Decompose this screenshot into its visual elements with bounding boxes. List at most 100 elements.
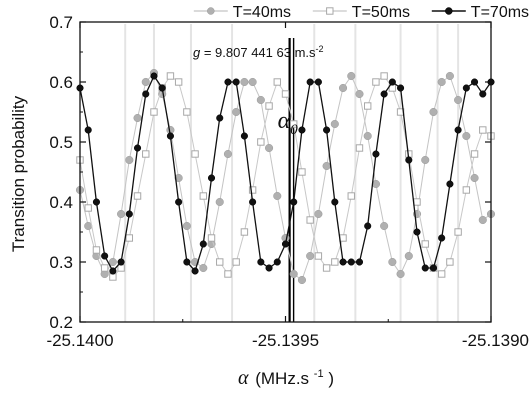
data-point	[429, 264, 438, 272]
legend-marker	[445, 7, 453, 15]
data-point	[437, 77, 446, 87]
data-point	[306, 216, 314, 224]
data-point	[330, 119, 339, 129]
data-point	[199, 263, 208, 273]
data-point	[183, 258, 191, 266]
x-axis-title-exponent: -1	[314, 368, 324, 380]
data-point	[421, 240, 429, 248]
data-point	[117, 264, 125, 272]
y-tick-label: 0.5	[49, 133, 73, 152]
data-point	[437, 270, 446, 278]
data-point	[183, 108, 191, 116]
data-point	[257, 138, 265, 146]
data-point	[421, 264, 429, 272]
data-point	[355, 89, 364, 99]
gravity-annotation: g = 9.807 441 63 m.s-2	[193, 44, 324, 60]
data-point	[216, 258, 224, 266]
data-point	[347, 71, 356, 81]
legend-item-T=50ms: T=50ms	[312, 4, 410, 21]
data-point	[364, 102, 372, 110]
data-point	[273, 258, 281, 266]
data-point	[100, 264, 109, 272]
data-point	[232, 78, 240, 86]
data-point	[166, 132, 174, 140]
data-point	[306, 78, 314, 86]
data-point	[470, 173, 479, 183]
data-point	[479, 90, 487, 98]
data-point	[281, 90, 290, 98]
data-point	[224, 78, 232, 86]
data-point	[380, 72, 388, 80]
series-T=70ms	[76, 72, 495, 275]
data-point	[454, 95, 463, 105]
data-point	[125, 155, 134, 165]
data-point	[207, 234, 216, 242]
data-point	[125, 234, 134, 242]
data-point	[174, 78, 183, 86]
y-tick-label: 0.4	[49, 193, 73, 212]
data-point	[273, 78, 281, 86]
x-tick-label: -25.1390	[462, 331, 529, 350]
data-point	[363, 131, 372, 141]
data-point	[133, 192, 142, 200]
legend-label: T=40ms	[233, 4, 291, 21]
data-point	[232, 107, 241, 117]
data-point	[216, 114, 224, 122]
data-point	[290, 198, 298, 206]
data-point	[446, 180, 454, 188]
alpha0-symbol: α	[278, 108, 291, 134]
data-point	[471, 78, 479, 86]
data-point	[479, 126, 487, 134]
data-point	[142, 90, 150, 98]
data-point	[92, 198, 100, 206]
data-point	[462, 131, 471, 141]
data-point	[101, 252, 109, 260]
data-point	[445, 71, 454, 81]
data-point	[215, 197, 224, 207]
y-tick-label: 0.2	[49, 313, 73, 332]
legend: T=40ms T=50ms T=70ms	[193, 4, 529, 21]
gravity-symbol: g	[193, 45, 201, 60]
data-point	[454, 126, 462, 134]
data-point	[289, 269, 298, 279]
data-point	[109, 267, 117, 275]
data-point	[364, 222, 372, 230]
data-point	[462, 84, 470, 92]
data-point	[306, 251, 315, 261]
legend-item-T=40ms: T=40ms	[193, 4, 291, 21]
data-point	[339, 258, 347, 266]
y-axis-title: Transition probability	[9, 95, 28, 252]
data-point	[191, 150, 199, 158]
x-tick-label: -25.1395	[252, 331, 319, 350]
data-point	[108, 257, 117, 267]
data-point	[223, 149, 233, 159]
axes-layer: 0.2 0.3 0.4 0.5 0.6 0.7 -25.1400 -25.1395 -25.13…	[46, 13, 529, 350]
data-point	[175, 198, 183, 206]
data-point	[84, 126, 92, 134]
data-point	[232, 258, 240, 266]
data-point	[355, 258, 364, 266]
data-point	[380, 221, 389, 231]
data-point	[265, 102, 273, 110]
data-point	[224, 270, 232, 278]
data-point	[158, 84, 166, 92]
data-point	[322, 264, 331, 272]
data-point	[290, 120, 298, 128]
data-point	[355, 144, 364, 152]
data-point	[396, 269, 405, 279]
data-point	[125, 210, 133, 218]
data-point	[248, 77, 257, 87]
data-point	[240, 228, 249, 236]
data-point	[84, 204, 92, 212]
data-point	[323, 126, 331, 134]
data-point	[249, 198, 257, 206]
gravity-exponent: -2	[316, 44, 324, 54]
data-point	[429, 107, 438, 117]
data-point	[331, 198, 339, 206]
data-point	[265, 264, 273, 272]
data-point	[372, 150, 380, 158]
x-axis-title-close: )	[328, 369, 334, 388]
data-point	[174, 173, 183, 183]
data-point	[265, 143, 274, 153]
legend-label: T=50ms	[352, 4, 410, 21]
